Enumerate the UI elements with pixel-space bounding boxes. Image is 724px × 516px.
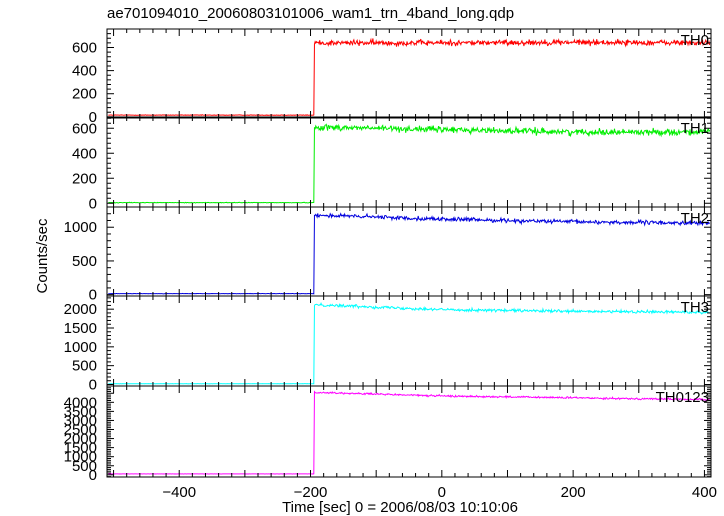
y-tick-label: 200	[72, 170, 97, 187]
x-tick-label: 400	[692, 484, 717, 501]
y-tick-label: 3000	[64, 412, 97, 429]
panel-frame	[106, 28, 712, 119]
y-tick-label: 0	[89, 287, 97, 304]
y-tick-label: 500	[72, 253, 97, 270]
y-tick-label: 1000	[64, 219, 97, 236]
panel-frame	[106, 116, 712, 208]
x-axis-label: Time [sec] 0 = 2006/08/03 10:10:06	[282, 499, 518, 516]
y-tick-label: 600	[72, 39, 97, 56]
y-tick-label: 1500	[64, 440, 97, 457]
y-tick-label: 500	[72, 458, 97, 475]
x-tick-label: −400	[162, 484, 196, 501]
panel-th1: 0 200 400 600 TH1	[72, 116, 712, 212]
y-tick-label: 0	[89, 376, 97, 393]
x-tick-label: 0	[438, 484, 446, 501]
y-axis-label: Counts/sec	[34, 218, 51, 294]
y-tick-label: 400	[72, 145, 97, 162]
y-tick-label: 500	[72, 358, 97, 375]
y-tick-label: 600	[72, 120, 97, 137]
series-line-th0123	[108, 390, 710, 475]
series-line-th3	[108, 302, 711, 385]
y-tick-label: 1000	[64, 339, 97, 356]
y-tick-label: 4000	[64, 394, 97, 411]
series-label-th3: TH3	[681, 299, 709, 316]
x-tick-label: −200	[294, 484, 328, 501]
panel-th0: 0 200 400 600 TH0	[72, 28, 712, 126]
y-tick-label: 3500	[64, 403, 97, 420]
series-line-th0	[108, 37, 711, 117]
series-line-th1	[108, 123, 711, 204]
y-tick-label: 2000	[64, 301, 97, 318]
series-label-th2: TH2	[681, 210, 709, 227]
series-label-th1: TH1	[681, 120, 709, 137]
y-tick-label: 0	[89, 467, 97, 484]
panel-frame	[106, 206, 712, 297]
y-tick-label: 0	[89, 195, 97, 212]
y-tick-label: 2500	[64, 422, 97, 439]
panel-frame	[106, 385, 712, 478]
y-tick-label: 2000	[64, 431, 97, 448]
x-tick-label: 200	[561, 484, 586, 501]
series-label-th0: TH0	[681, 32, 709, 49]
y-tick-label: 1500	[64, 320, 97, 337]
series-label-th0123: TH0123	[656, 389, 709, 406]
y-tick-label: 1000	[64, 449, 97, 466]
panel-th2: 0 500 1000 TH2	[64, 206, 712, 304]
y-tick-label: 200	[72, 86, 97, 103]
y-tick-label: 400	[72, 63, 97, 80]
panel-frame	[106, 295, 712, 387]
series-line-th2	[108, 212, 711, 295]
y-tick-label: 0	[89, 109, 97, 126]
chart-title: ae701094010_20060803101006_wam1_trn_4ban…	[107, 5, 514, 22]
